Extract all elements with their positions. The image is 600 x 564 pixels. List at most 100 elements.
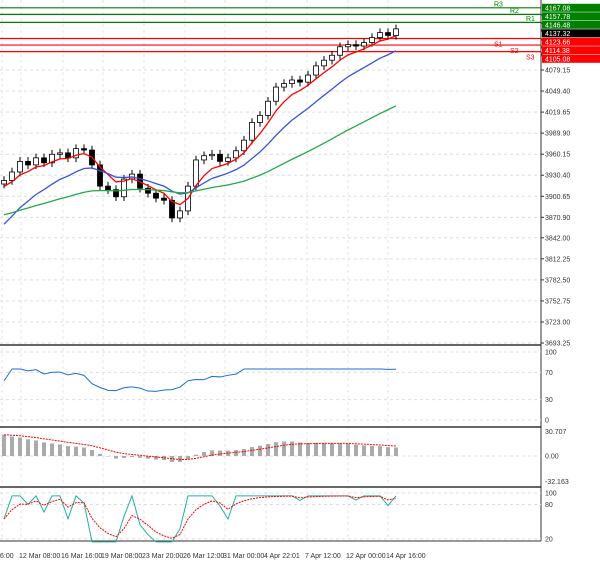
time-tick-label: 23 Mar 20:00: [142, 553, 183, 560]
time-tick-label: 19 Mar 08:00: [101, 553, 142, 560]
level-price: 4157.78: [545, 14, 570, 21]
candle: [73, 148, 79, 159]
rsi-tick: 100: [545, 350, 557, 357]
candle: [297, 79, 303, 83]
level-price: 4146.48: [545, 22, 570, 29]
candle: [377, 32, 383, 38]
price-tick-label: 3812.25: [545, 256, 570, 263]
candle: [9, 171, 15, 181]
candle: [305, 74, 311, 83]
candle: [161, 197, 167, 201]
candle: [249, 122, 255, 141]
level-name: S3: [526, 55, 535, 62]
candle: [33, 157, 39, 166]
price-tick-label: 3870.90: [545, 215, 570, 222]
stoch-tick: 20: [545, 537, 553, 544]
level-name: R1: [526, 16, 535, 23]
price-tick-label: 3752.75: [545, 298, 570, 305]
macd-tick: 0.00: [545, 454, 559, 461]
price-tick-label: 3960.15: [545, 152, 570, 159]
level-tag: [542, 46, 600, 55]
candle: [265, 100, 271, 116]
candle: [201, 155, 207, 161]
level-tag: [542, 20, 600, 29]
candle: [369, 37, 375, 43]
level-tag: [542, 3, 600, 12]
candle: [49, 153, 55, 164]
candle: [113, 189, 119, 198]
time-tick-label: 12 Mar 08:00: [19, 553, 60, 560]
candle: [361, 42, 367, 47]
rsi-line: [3, 368, 397, 392]
price-tick-label: 3930.40: [545, 173, 570, 180]
moving-average-line: [3, 105, 397, 216]
macd-signal-line: [3, 434, 397, 461]
level-name: R3: [494, 1, 503, 8]
level-price: 4123.66: [545, 39, 570, 46]
level-price: 4167.08: [545, 5, 570, 12]
candle: [281, 83, 287, 88]
candle: [329, 54, 335, 61]
time-tick-label: 16 Mar 16:00: [61, 553, 102, 560]
candle: [97, 164, 103, 187]
rsi-tick: 30: [545, 397, 553, 404]
price-tick-label: 4079.15: [545, 68, 570, 75]
level-tag: [542, 54, 600, 63]
stoch-signal-line: [3, 495, 397, 539]
candle: [257, 114, 263, 123]
price-tick-label: 4019.65: [545, 110, 570, 117]
candle: [105, 185, 111, 191]
time-tick-label: 12 Apr 00:00: [346, 553, 386, 560]
candle: [193, 159, 199, 187]
candle: [225, 157, 231, 162]
current-price-label: 4137.32: [545, 31, 570, 38]
candle: [81, 148, 87, 151]
time-tick-label: 14 Apr 16:00: [386, 553, 426, 560]
candle: [273, 86, 279, 102]
candle: [25, 160, 31, 166]
rsi-tick: 0: [545, 418, 549, 425]
level-price: 4105.08: [545, 56, 570, 63]
level-price: 4114.38: [545, 48, 570, 55]
candle: [169, 199, 175, 219]
current-price-tag: [542, 29, 600, 38]
candle: [241, 139, 247, 152]
stoch-tick: 80: [545, 502, 553, 509]
time-tick-label: 6:00: [0, 553, 14, 560]
time-tick-label: 4 Apr 22:01: [264, 553, 300, 560]
candle: [145, 187, 151, 194]
candle: [233, 150, 239, 159]
price-tick-label: 3723.00: [545, 319, 570, 326]
candle: [345, 44, 351, 48]
candle: [393, 28, 399, 36]
price-tick-label: 3989.90: [545, 131, 570, 138]
candle: [121, 178, 127, 198]
level-tag: [542, 37, 600, 46]
candle: [289, 79, 295, 84]
rsi-tick: 70: [545, 370, 553, 377]
candle: [385, 32, 391, 36]
price-tick-label: 3900.65: [545, 194, 570, 201]
moving-average-line: [3, 50, 397, 225]
level-tag: [542, 12, 600, 21]
candle: [353, 44, 359, 47]
candle: [217, 153, 223, 162]
price-tick-label: 4049.40: [545, 89, 570, 96]
level-name: R2: [510, 8, 519, 15]
candle: [337, 46, 343, 56]
candle: [177, 210, 183, 219]
price-tick-label: 3782.50: [545, 277, 570, 284]
price-tick-label: 3842.00: [545, 235, 570, 242]
stoch-tick: 100: [545, 491, 557, 498]
moving-average-line: [3, 35, 397, 206]
candle: [1, 180, 7, 185]
candle: [57, 152, 63, 155]
stoch-main-line: [3, 494, 397, 543]
candle: [209, 153, 215, 157]
candle: [153, 192, 159, 199]
time-tick-label: 7 Apr 12:00: [305, 553, 341, 560]
candle: [321, 59, 327, 67]
price-tick-label: 3693.25: [545, 341, 570, 348]
